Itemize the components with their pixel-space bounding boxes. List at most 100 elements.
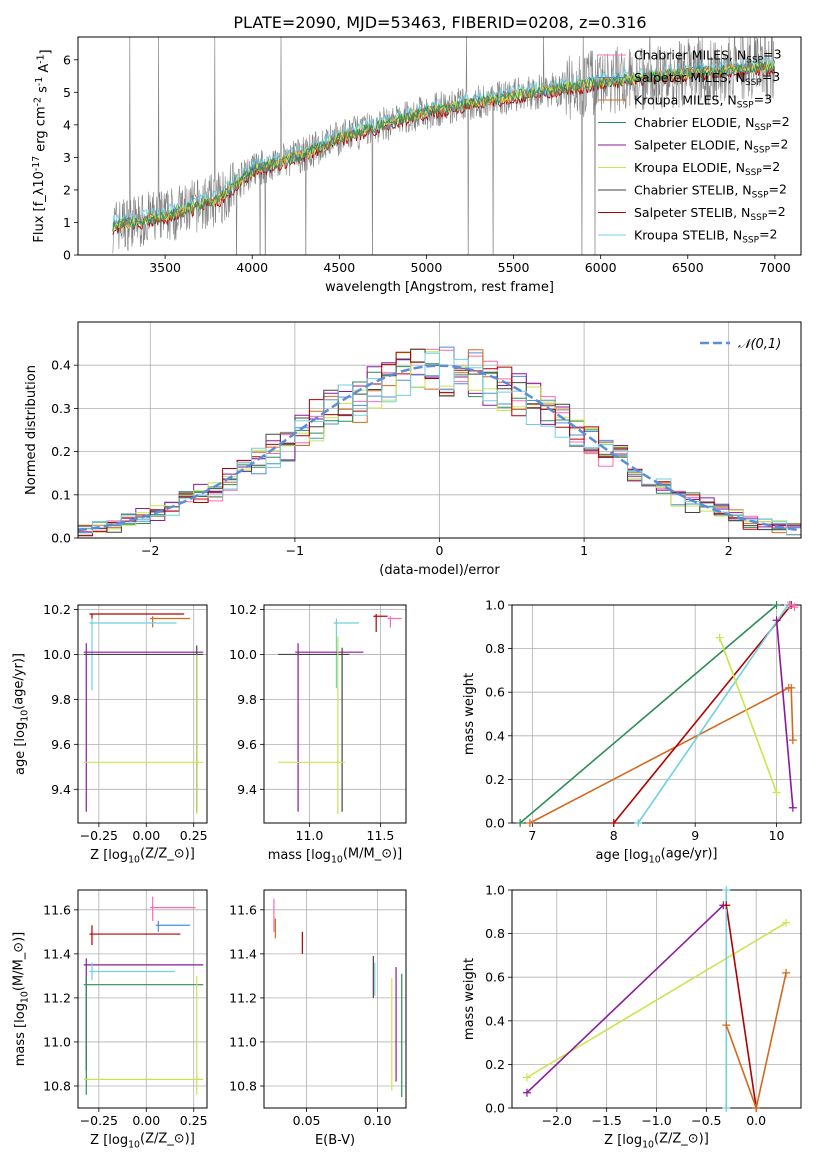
y-tick-label: 4 xyxy=(63,117,71,132)
plus-marker xyxy=(525,819,534,827)
plus-marker xyxy=(516,819,525,827)
y-axis-label: Normed distribution xyxy=(24,365,39,495)
y-tick-label: 0.2 xyxy=(485,772,505,787)
x-tick-label: 1 xyxy=(580,543,588,558)
weight-line-salpeter-elodie xyxy=(775,620,794,808)
observed-spectrum-line xyxy=(112,37,776,255)
x-tick-label: 9 xyxy=(691,828,699,843)
x-tick-label: 0.25 xyxy=(180,1113,208,1128)
plus-marker xyxy=(788,803,797,812)
y-tick-label: 9.8 xyxy=(51,692,71,707)
plus-marker xyxy=(722,901,731,910)
y-axis-label: mass weight xyxy=(462,958,477,1040)
x-tick-label: 2 xyxy=(725,543,733,558)
x-tick-label: −1.5 xyxy=(591,1113,621,1128)
plus-marker xyxy=(772,788,781,797)
y-tick-label: 0.0 xyxy=(485,1101,505,1116)
y-axis-label: age [log10​(age/yr)] xyxy=(12,653,31,775)
x-axis-label: mass [log10​(M/M_⊙)] xyxy=(268,847,403,866)
x-tick-label: 6000 xyxy=(585,260,617,275)
spectrum-legend: Chabrier MILES, NSSP​=3 Salpeter MILES, N… xyxy=(598,46,790,246)
y-tick-label: 10.8 xyxy=(229,1078,257,1093)
y-tick-label: 0.6 xyxy=(485,970,505,985)
plus-marker xyxy=(782,968,791,977)
legend-entry: Chabrier MILES, NSSP​=3 xyxy=(634,46,782,65)
weight-line-kroupa-miles xyxy=(725,972,787,1108)
axes-frame xyxy=(77,889,208,1109)
y-tick-label: 10.0 xyxy=(229,647,257,662)
x-tick-label: −0.25 xyxy=(80,1113,118,1128)
legend-entry: 𝒩(0,1) xyxy=(738,337,781,352)
x-tick-label: 0 xyxy=(436,543,444,558)
x-tick-label: 0.00 xyxy=(132,1113,160,1128)
y-tick-label: 2 xyxy=(63,182,71,197)
plus-marker xyxy=(722,886,731,894)
y-tick-label: 11.0 xyxy=(43,1034,71,1049)
legend-entry: Kroupa MILES, NSSP​=3 xyxy=(634,91,772,110)
plus-marker xyxy=(772,616,781,625)
axes-spectrum: 3500 4000 4500 5000 5500 6000 6500 7000 0 1 2 3 4 5 6 w… xyxy=(31,36,802,295)
y-tick-label: 11.6 xyxy=(43,902,71,917)
plus-marker xyxy=(722,1021,731,1030)
axes-weight-vs-age: 7 8 9 10 0.0 0.2 0.4 0.6 0.8 1.0 age [log10​(age/y… xyxy=(462,598,802,866)
y-tick-label: 10.8 xyxy=(43,1078,71,1093)
y-tick-label: 3 xyxy=(63,150,71,165)
y-tick-label: 1 xyxy=(63,215,71,230)
weight-line-kroupa-stelib xyxy=(637,605,789,823)
plus-marker xyxy=(772,601,781,609)
plot-area-mass-vs-EBV xyxy=(273,898,403,1097)
y-tick-label: 9.8 xyxy=(237,692,257,707)
legend-entry: Chabrier ELODIE, NSSP​=2 xyxy=(634,114,790,133)
y-tick-label: 6 xyxy=(63,52,71,67)
axes-age-vs-Z: −0.25 0.00 0.25 9.4 9.6 9.8 10.0 10.2 Z [log10​(… xyxy=(12,602,208,865)
x-tick-label: 0.10 xyxy=(364,1113,392,1128)
plot-area-age-vs-mass xyxy=(278,613,402,815)
weight-line-kroupa-elodie xyxy=(718,637,778,793)
y-tick-label: 10.0 xyxy=(43,647,71,662)
x-axis-label: age [log10​(age/yr)] xyxy=(596,847,718,866)
y-tick-label: 10.2 xyxy=(43,602,71,617)
axes-frame xyxy=(77,321,802,539)
axes-mass-vs-Z: −0.25 0.00 0.25 10.8 11.0 11.2 11.4 11.6 Z [log1… xyxy=(12,889,208,1150)
plus-marker xyxy=(722,1104,731,1112)
y-tick-label: 0.8 xyxy=(485,641,505,656)
plus-marker xyxy=(522,1088,531,1097)
axes-age-vs-mass: 11.0 11.5 9.4 9.6 9.8 10.0 10.2 mass [log10​(M/… xyxy=(229,602,407,866)
x-tick-label: 5000 xyxy=(411,260,443,275)
x-tick-label: −2 xyxy=(141,543,159,558)
y-tick-label: 0.6 xyxy=(485,685,505,700)
weight-line-kroupa-miles xyxy=(529,687,794,823)
y-tick-label: 0.3 xyxy=(51,401,71,416)
x-tick-label: −1.0 xyxy=(641,1113,671,1128)
y-axis-label: mass [log10​(M/M_⊙)] xyxy=(12,932,31,1067)
x-tick-label: −1 xyxy=(286,543,304,558)
plot-area-residuals xyxy=(78,346,801,537)
x-tick-label: 4000 xyxy=(236,260,268,275)
y-tick-label: 1.0 xyxy=(485,883,505,898)
legend-entry: Salpeter STELIB, NSSP​=2 xyxy=(634,204,786,223)
axes-frame xyxy=(511,604,802,824)
x-tick-label: 3500 xyxy=(149,260,181,275)
axes-frame xyxy=(511,889,802,1109)
y-tick-label: 11.4 xyxy=(43,946,71,961)
plus-marker xyxy=(715,633,724,642)
plot-area-weight-vs-age xyxy=(519,605,795,823)
y-tick-label: 10.2 xyxy=(229,602,257,617)
y-axis-label: Flux [f_λ10-17​ erg cm-2​ s-1​ A-1​] xyxy=(31,49,54,242)
weight-line-salpeter-stelib xyxy=(613,605,792,823)
y-tick-label: 0.0 xyxy=(51,531,71,546)
y-tick-label: 0.2 xyxy=(51,444,71,459)
plus-marker xyxy=(609,819,618,827)
x-tick-label: 11.0 xyxy=(296,828,324,843)
plot-area-mass-vs-Z xyxy=(83,896,204,1095)
y-tick-label: 1.0 xyxy=(485,598,505,613)
weight-line-salpeter-elodie xyxy=(526,904,724,1094)
axes-frame xyxy=(263,604,407,824)
legend-entry: Salpeter ELODIE, NSSP​=2 xyxy=(634,136,788,155)
y-tick-label: 0.8 xyxy=(485,926,505,941)
y-tick-label: 0.0 xyxy=(485,816,505,831)
x-tick-label: 4500 xyxy=(323,260,355,275)
x-tick-label: 6500 xyxy=(672,260,704,275)
y-tick-label: 9.4 xyxy=(237,782,257,797)
